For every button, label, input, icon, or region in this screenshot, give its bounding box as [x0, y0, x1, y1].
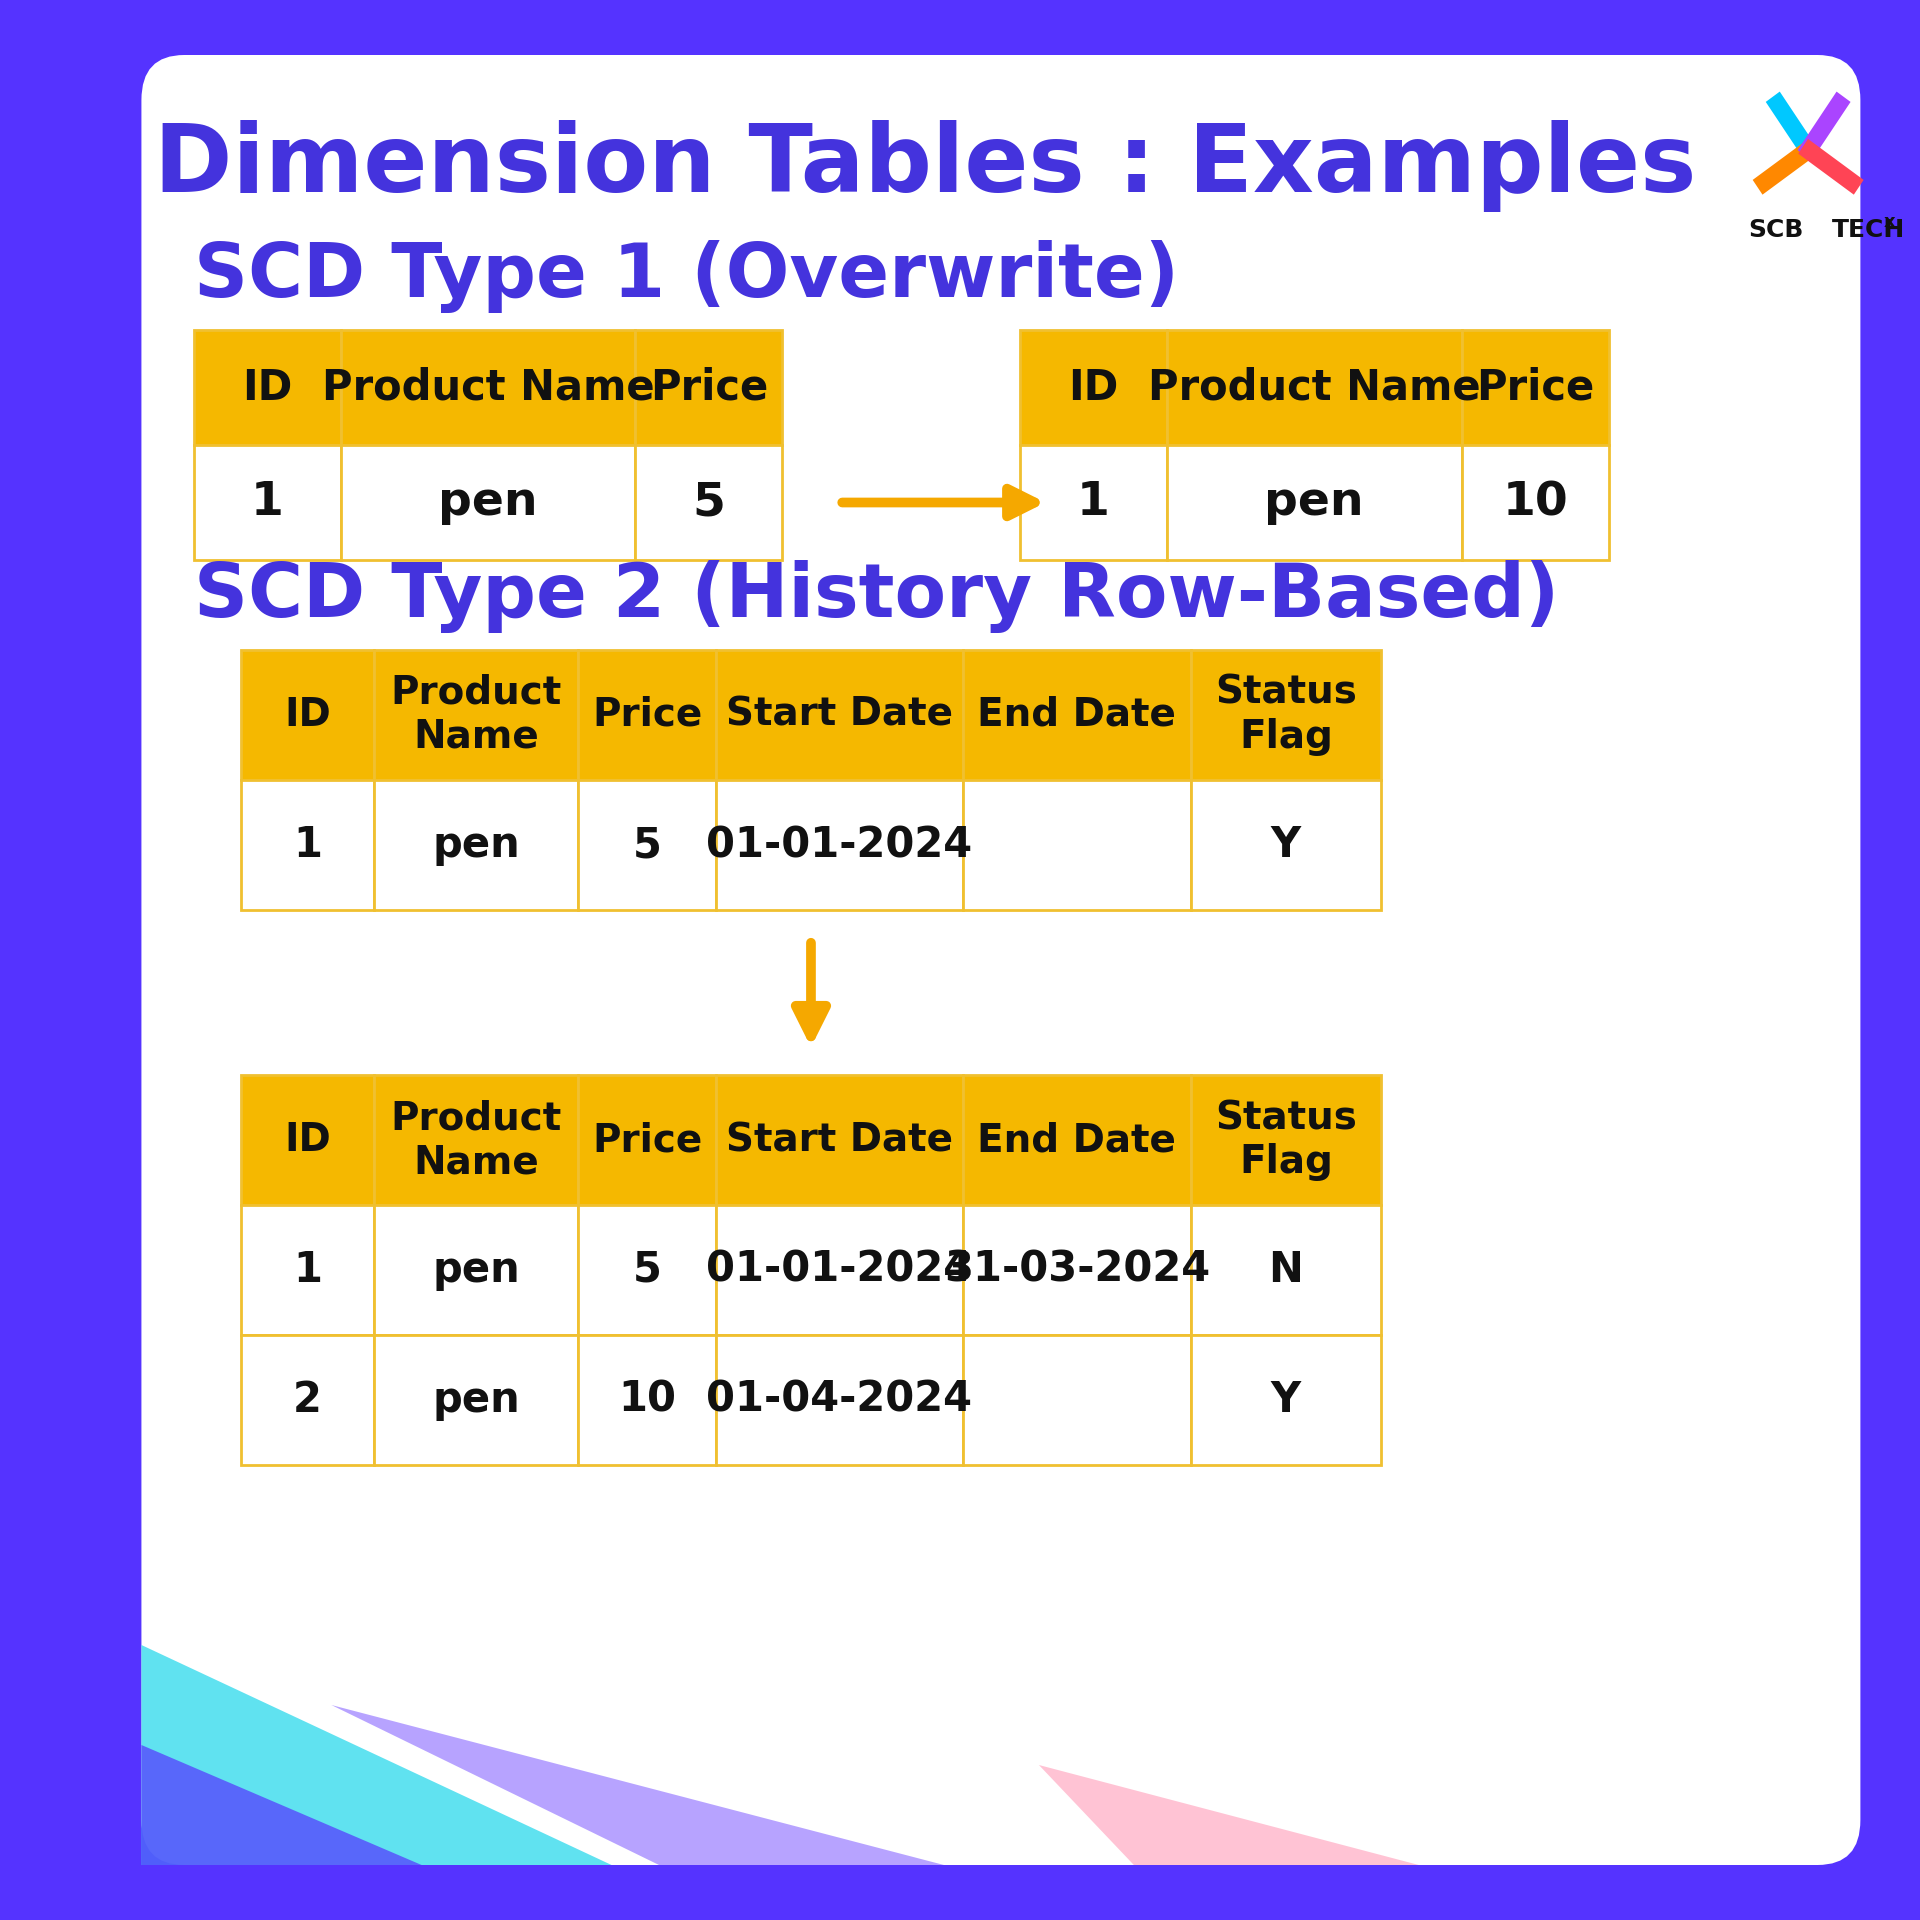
Bar: [1461, 445, 1609, 561]
Bar: [964, 651, 1190, 780]
Bar: [716, 1334, 964, 1465]
Text: Start Date: Start Date: [726, 697, 952, 733]
Bar: [716, 651, 964, 780]
Text: SCB: SCB: [1747, 219, 1803, 242]
Bar: [242, 1206, 374, 1334]
Text: SCD Type 2 (History Row-Based): SCD Type 2 (History Row-Based): [194, 561, 1559, 634]
Text: 31-03-2024: 31-03-2024: [945, 1250, 1210, 1290]
Text: Start Date: Start Date: [726, 1121, 952, 1160]
Text: 10: 10: [618, 1379, 676, 1421]
Text: ID: ID: [284, 1121, 330, 1160]
Text: 5: 5: [693, 480, 726, 524]
Polygon shape: [1753, 138, 1818, 194]
Bar: [716, 1206, 964, 1334]
Bar: [578, 780, 716, 910]
Text: Price: Price: [649, 367, 768, 409]
Text: pen: pen: [438, 480, 538, 524]
Bar: [964, 1075, 1190, 1206]
Bar: [964, 780, 1190, 910]
Text: pen: pen: [432, 1250, 520, 1290]
Bar: [342, 445, 636, 561]
Text: Product Name: Product Name: [1148, 367, 1480, 409]
Bar: [374, 1075, 578, 1206]
Text: Status
Flag: Status Flag: [1215, 1098, 1357, 1181]
Text: 10: 10: [1501, 480, 1569, 524]
Text: Status
Flag: Status Flag: [1215, 674, 1357, 756]
Text: Product Name: Product Name: [323, 367, 655, 409]
Bar: [1167, 330, 1461, 445]
Bar: [1190, 1075, 1380, 1206]
Text: 1: 1: [294, 1250, 323, 1290]
Bar: [964, 1334, 1190, 1465]
Text: pen: pen: [1265, 480, 1363, 524]
Bar: [578, 1206, 716, 1334]
Bar: [716, 1075, 964, 1206]
Text: x: x: [1884, 213, 1895, 230]
Bar: [342, 330, 636, 445]
Polygon shape: [1799, 138, 1864, 194]
Polygon shape: [1039, 1764, 1419, 1864]
Bar: [578, 1334, 716, 1465]
Polygon shape: [1797, 92, 1851, 161]
Bar: [374, 1334, 578, 1465]
Text: 1: 1: [252, 480, 284, 524]
Text: Price: Price: [1476, 367, 1594, 409]
Text: ID: ID: [1068, 367, 1119, 409]
Text: 2: 2: [294, 1379, 323, 1421]
Text: Price: Price: [591, 697, 703, 733]
Bar: [1020, 330, 1167, 445]
Text: 1: 1: [1077, 480, 1110, 524]
Bar: [716, 780, 964, 910]
Bar: [374, 651, 578, 780]
Text: 5: 5: [634, 1250, 662, 1290]
Text: 5: 5: [634, 824, 662, 866]
Polygon shape: [142, 1645, 612, 1864]
Bar: [636, 445, 783, 561]
Text: 01-04-2024: 01-04-2024: [707, 1379, 972, 1421]
Text: pen: pen: [432, 1379, 520, 1421]
Polygon shape: [142, 1745, 422, 1864]
Text: Dimension Tables : Examples: Dimension Tables : Examples: [154, 119, 1695, 211]
Bar: [194, 330, 342, 445]
Bar: [1190, 1334, 1380, 1465]
FancyBboxPatch shape: [142, 56, 1860, 1864]
Text: SCD Type 1 (Overwrite): SCD Type 1 (Overwrite): [194, 240, 1179, 313]
Bar: [578, 651, 716, 780]
Polygon shape: [1766, 92, 1818, 161]
Text: Price: Price: [591, 1121, 703, 1160]
Text: N: N: [1269, 1250, 1304, 1290]
Text: pen: pen: [432, 824, 520, 866]
Text: Y: Y: [1271, 1379, 1302, 1421]
Text: ID: ID: [242, 367, 292, 409]
Bar: [1461, 330, 1609, 445]
Text: Y: Y: [1271, 824, 1302, 866]
Bar: [1020, 445, 1167, 561]
Bar: [374, 1206, 578, 1334]
Polygon shape: [332, 1705, 945, 1864]
Bar: [1190, 1206, 1380, 1334]
Text: 01-01-2024: 01-01-2024: [707, 824, 973, 866]
Text: 1: 1: [294, 824, 323, 866]
Text: TECH: TECH: [1832, 219, 1905, 242]
Bar: [964, 1206, 1190, 1334]
Text: End Date: End Date: [977, 1121, 1177, 1160]
Text: 01-01-2024: 01-01-2024: [707, 1250, 973, 1290]
Bar: [1190, 780, 1380, 910]
Text: End Date: End Date: [977, 697, 1177, 733]
Bar: [242, 780, 374, 910]
Bar: [374, 780, 578, 910]
Text: Product
Name: Product Name: [390, 1098, 563, 1181]
Bar: [578, 1075, 716, 1206]
Bar: [242, 651, 374, 780]
Bar: [242, 1334, 374, 1465]
Bar: [194, 445, 342, 561]
Bar: [1167, 445, 1461, 561]
Bar: [1190, 651, 1380, 780]
Bar: [636, 330, 783, 445]
Text: ID: ID: [284, 697, 330, 733]
Text: Product
Name: Product Name: [390, 674, 563, 756]
Bar: [242, 1075, 374, 1206]
